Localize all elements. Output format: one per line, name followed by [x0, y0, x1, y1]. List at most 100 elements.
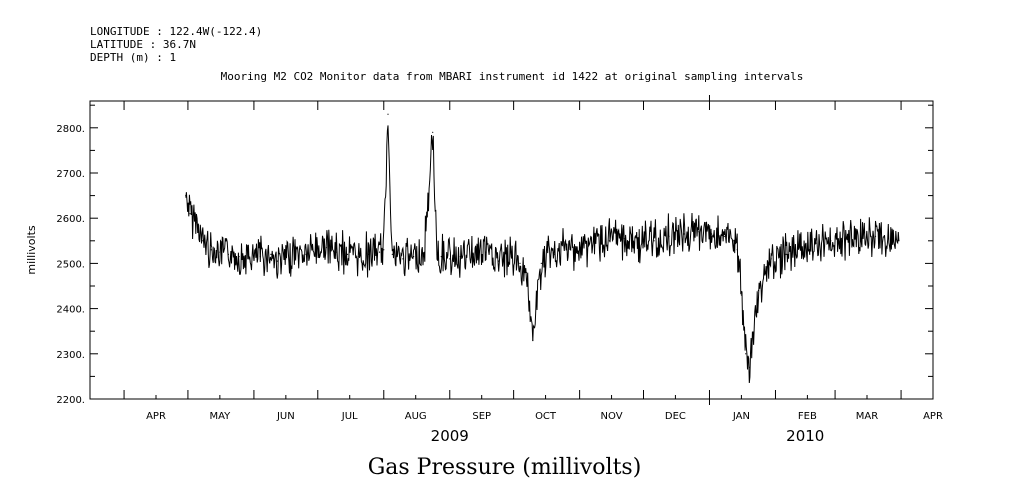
data-point: [553, 253, 555, 255]
data-point: [745, 353, 747, 355]
data-point: [347, 253, 349, 255]
y-tick-label: 2400.: [56, 305, 85, 316]
data-point: [510, 256, 513, 258]
data-point: [195, 222, 197, 224]
data-point: [732, 240, 734, 242]
x-tick-label: JUL: [341, 411, 358, 422]
data-point: [440, 256, 442, 258]
x-tick-label: OCT: [535, 411, 557, 422]
data-point: [210, 249, 212, 251]
data-series: [185, 113, 900, 384]
data-point: [785, 253, 787, 255]
data-point: [391, 253, 393, 255]
chart-title: Mooring M2 CO2 Monitor data from MBARI i…: [221, 70, 804, 83]
data-point: [293, 251, 295, 253]
y-tick-label: 2700.: [56, 169, 85, 180]
data-point: [270, 253, 272, 255]
data-point: [249, 258, 251, 260]
data-point: [325, 247, 327, 249]
data-point: [887, 237, 889, 240]
data-point: [472, 253, 474, 255]
data-point: [623, 237, 625, 240]
x-tick-label: JAN: [732, 411, 750, 422]
data-point: [525, 271, 528, 273]
data-point: [608, 240, 611, 242]
x-tick-label: APR: [146, 411, 166, 422]
latitude-label: LATITUDE : 36.7N: [90, 38, 196, 51]
year-label: 2009: [431, 427, 469, 445]
data-point: [485, 251, 487, 253]
x-tick-label: AUG: [405, 411, 427, 422]
y-tick-label: 2600.: [56, 214, 85, 225]
data-point: [519, 262, 521, 264]
data-point: [698, 231, 700, 233]
data-point: [449, 258, 451, 260]
y-axis-label: millivolts: [25, 225, 38, 275]
data-point: [387, 113, 389, 115]
longitude-label: LONGITUDE : 122.4W(-122.4): [90, 25, 263, 38]
data-point: [259, 256, 261, 258]
plot-frame: [89, 100, 934, 400]
data-point: [423, 256, 425, 258]
data-point: [736, 249, 738, 251]
data-point: [378, 251, 381, 253]
depth-label: DEPTH (m) : 1: [90, 51, 177, 64]
data-point: [830, 240, 832, 242]
y-tick-label: 2500.: [56, 259, 85, 270]
data-point: [185, 195, 187, 197]
data-point: [189, 213, 191, 215]
data-point: [227, 253, 229, 255]
data-point: [860, 235, 862, 237]
data-point: [432, 131, 434, 133]
data-point: [402, 258, 404, 260]
data-point: [874, 235, 877, 237]
x-tick-label: DEC: [665, 411, 686, 422]
data-point: [540, 262, 542, 264]
y-tick-label: 2300.: [56, 350, 85, 361]
data-point: [315, 249, 317, 251]
data-point: [413, 256, 415, 258]
data-point: [815, 242, 817, 244]
data-point: [498, 260, 500, 262]
data-point: [202, 240, 204, 242]
data-point: [757, 289, 760, 292]
data-point: [740, 294, 743, 296]
data-point: [749, 366, 751, 368]
data-point: [638, 242, 640, 244]
x-tick-label: SEP: [472, 411, 491, 422]
data-point: [683, 233, 685, 235]
data-point: [459, 256, 461, 258]
data-point: [383, 249, 385, 251]
data-point: [357, 256, 359, 258]
data-point: [276, 260, 278, 262]
data-point: [579, 249, 581, 251]
data-point: [368, 253, 370, 255]
data-point: [285, 258, 287, 260]
bottom-title: Gas Pressure (millivolts): [367, 455, 642, 480]
series-line: [185, 125, 900, 384]
data-point: [711, 233, 713, 235]
x-axis: APR MAY JUN JUL AUG SEP OCT NOV DEC JAN FEB MAR APR 2…: [123, 95, 943, 445]
data-point: [304, 253, 306, 255]
data-point: [898, 240, 900, 242]
x-tick-label: MAY: [209, 411, 231, 422]
year-label: 2010: [786, 427, 824, 445]
y-tick-label: 2200.: [56, 395, 85, 406]
data-point: [800, 244, 802, 246]
data-point: [668, 235, 670, 237]
data-point: [566, 249, 568, 251]
data-point: [845, 237, 847, 240]
data-point: [593, 242, 596, 244]
x-tick-label: MAR: [856, 411, 878, 422]
data-point: [723, 235, 726, 237]
x-tick-label: NOV: [601, 411, 623, 422]
data-point: [336, 251, 338, 253]
x-tick-label: JUN: [276, 411, 295, 422]
data-point: [653, 240, 655, 242]
x-tick-label: APR: [923, 411, 943, 422]
y-tick-label: 2800.: [56, 124, 85, 135]
data-point: [770, 258, 772, 260]
data-point: [395, 256, 398, 258]
data-point: [219, 251, 221, 253]
